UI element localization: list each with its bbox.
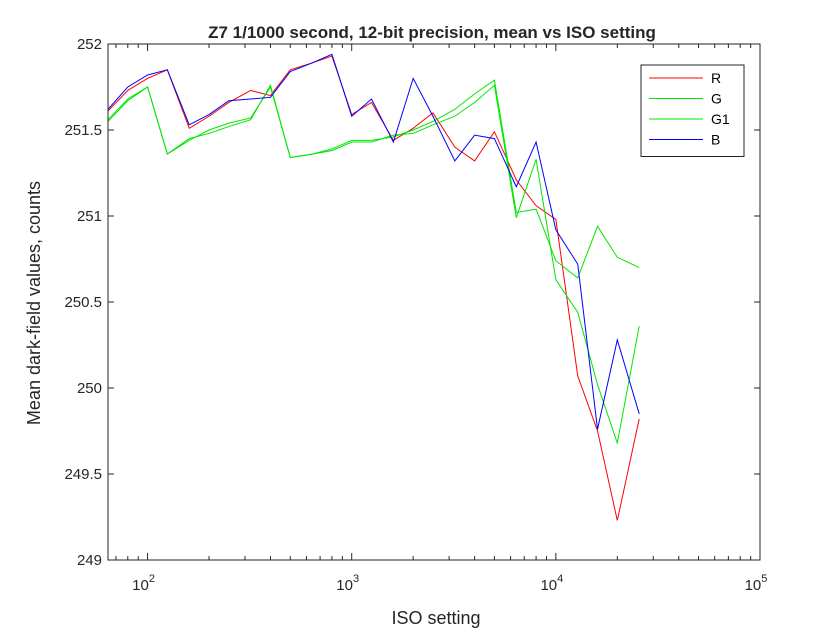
series-line-b [107, 53, 640, 430]
legend-label-r: R [711, 70, 721, 86]
legend-label-b: B [711, 132, 720, 148]
legend-box [640, 64, 745, 157]
legend: RG G1 B [640, 64, 745, 157]
y-tick-label: 251 [77, 208, 102, 225]
legend-label-g: G [711, 91, 722, 107]
y-tick-label: 250.5 [64, 294, 102, 311]
y-tick-label: 249.5 [64, 466, 102, 483]
y-tick-label: 250 [77, 380, 102, 397]
x-tick-label: 102 [132, 573, 155, 594]
plot-area: 249 249.5 250 250.5 251 251.5 252 102 103 104 105 [64, 36, 767, 594]
y-tick-label: 249 [77, 552, 102, 569]
x-tick-label: 105 [745, 573, 768, 594]
y-tick-label: 251.5 [64, 122, 102, 139]
series-line-g1 [107, 83, 640, 446]
x-tick-label: 103 [336, 573, 359, 594]
series-line-r [107, 55, 640, 521]
y-tick-label: 252 [77, 36, 102, 53]
y-axis-label: Mean dark-field values, counts [24, 181, 44, 425]
legend-label-g1: G1 [711, 111, 730, 127]
x-axis-label: ISO setting [391, 608, 480, 628]
x-tick-label: 104 [540, 573, 563, 594]
chart-title: Z7 1/1000 second, 12-bit precision, mean… [208, 23, 656, 42]
